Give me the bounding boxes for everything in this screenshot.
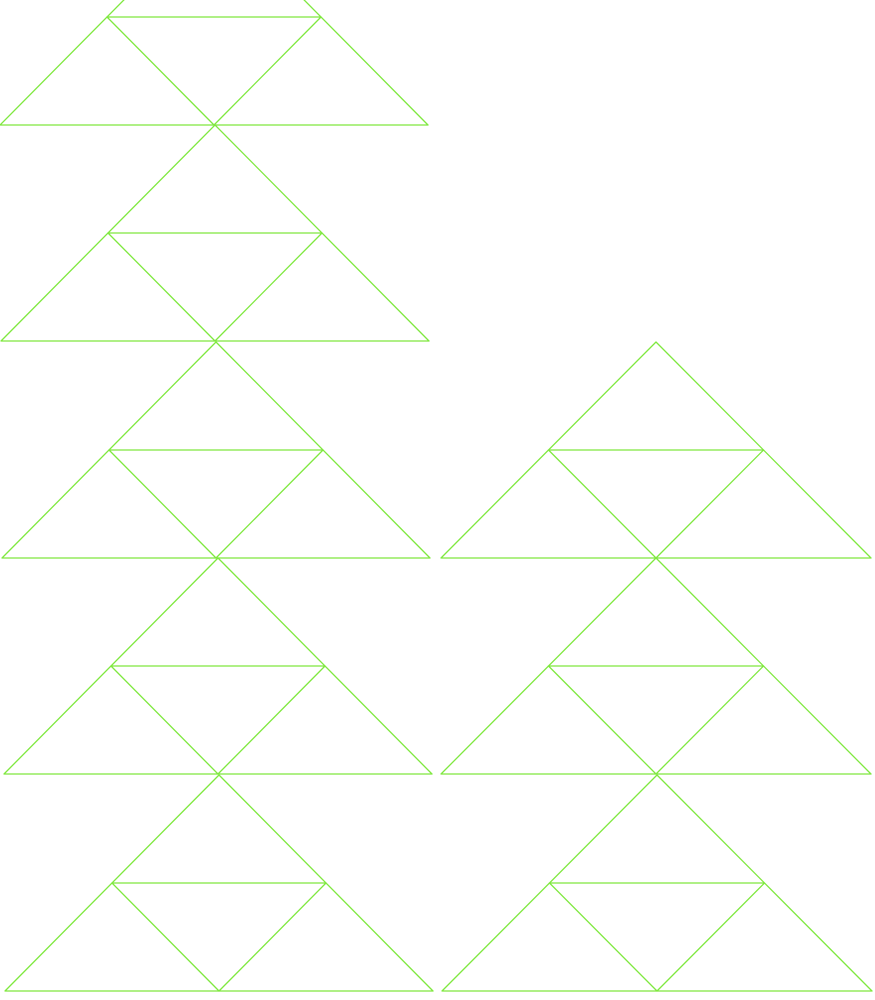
inner-inverted-triangle	[111, 882, 327, 992]
left-column-triangle-tile	[0, 0, 429, 126]
inner-inverted-triangle	[547, 449, 765, 559]
inner-inverted-triangle	[110, 665, 326, 775]
left-column-triangle-tile	[0, 124, 430, 342]
left-column-triangle-tile	[4, 774, 434, 992]
inner-inverted-triangle	[106, 16, 322, 126]
inner-inverted-triangle	[108, 449, 324, 559]
inner-inverted-triangle	[547, 665, 765, 775]
left-column-triangle-tile	[3, 557, 433, 775]
right-column-triangle-tile	[441, 774, 873, 992]
right-column-triangle-tile	[440, 557, 872, 775]
inner-inverted-triangle	[548, 882, 766, 992]
inner-inverted-triangle	[107, 232, 323, 342]
left-column-triangle-tile	[1, 341, 431, 559]
